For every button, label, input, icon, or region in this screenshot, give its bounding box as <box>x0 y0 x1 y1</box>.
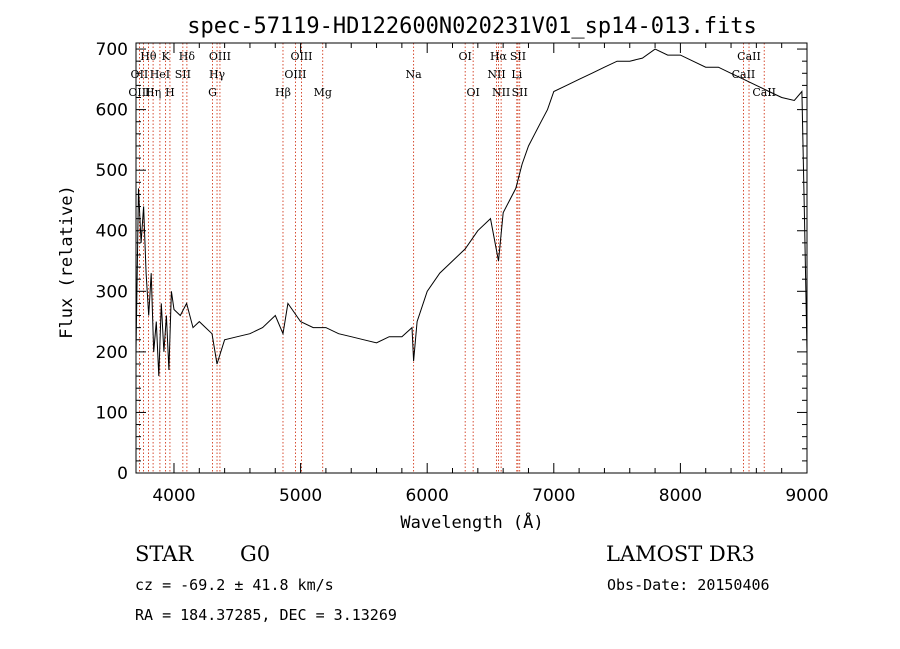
object-class: STAR <box>135 542 194 566</box>
x-tick-label: 6000 <box>406 486 449 506</box>
y-tick-label: 200 <box>96 343 128 363</box>
spectral-line-label: OIII <box>128 86 150 99</box>
x-tick-label: 4000 <box>152 486 195 506</box>
spectral-line-label: Hη <box>145 86 161 99</box>
spectral-line-label: CaII <box>732 68 756 81</box>
spectral-subclass: G0 <box>240 542 270 566</box>
y-tick-label: 300 <box>96 282 128 302</box>
x-tick-label: 9000 <box>785 486 828 506</box>
spectral-line-label: Hθ <box>140 50 157 63</box>
spectral-line-label: OIII <box>290 50 312 63</box>
spectrum-series-line <box>135 48 808 377</box>
spectral-marker-lines <box>139 43 765 473</box>
spectral-line-label: Li <box>511 68 522 81</box>
spectral-line-label: Hα <box>490 50 508 63</box>
spectral-line-label: OI <box>458 50 471 63</box>
spectral-line-label: Hβ <box>275 86 291 99</box>
spectral-line-label: K <box>162 50 171 63</box>
y-tick-label: 100 <box>96 403 128 423</box>
y-tick-label: 600 <box>96 101 128 121</box>
spectral-line-label: H <box>165 86 175 99</box>
spectral-line-label: Mg <box>314 86 332 99</box>
observation-date: Obs-Date: 20150406 <box>607 576 770 594</box>
spectral-line-label: HeI <box>150 68 170 81</box>
spectral-line-label: G <box>208 86 217 99</box>
spectral-line-label: NII <box>492 86 510 99</box>
spectral-line-label: OII <box>131 68 149 81</box>
x-axis-ticks: 4000 5000 6000 7000 8000 9000 <box>152 43 829 506</box>
x-tick-label: 8000 <box>659 486 702 506</box>
plot-frame <box>135 42 808 474</box>
spectral-line-label: CaII <box>737 50 761 63</box>
spectral-line-label: Hγ <box>209 68 226 81</box>
spectral-line-label: OI <box>466 86 479 99</box>
redshift-text: cz = -69.2 ± 41.8 km/s <box>135 576 334 594</box>
y-tick-label: 0 <box>117 464 128 484</box>
y-tick-label: 500 <box>96 161 128 181</box>
spectral-line-label: OIII <box>209 50 231 63</box>
y-axis-ticks: 0 100 200 300 400 500 600 700 <box>96 40 807 484</box>
y-tick-label: 700 <box>96 40 128 60</box>
spectral-line-label: SII <box>510 50 526 63</box>
chart-title: spec-57119-HD122600N020231V01_sp14-013.f… <box>187 14 757 39</box>
spectral-line-label: NII <box>487 68 505 81</box>
spectral-line-label: SII <box>512 86 528 99</box>
spectral-line-label: CaII <box>752 86 776 99</box>
spectral-line-label: Hδ <box>179 50 196 63</box>
survey-name: LAMOST DR3 <box>606 542 755 566</box>
spectral-line-label: OIII <box>284 68 306 81</box>
y-tick-label: 400 <box>96 222 128 242</box>
x-tick-label: 5000 <box>279 486 322 506</box>
x-tick-label: 7000 <box>532 486 575 506</box>
spectral-line-label: SII <box>175 68 191 81</box>
x-axis-label: Wavelength (Å) <box>400 511 543 533</box>
y-axis-label: Flux (relative) <box>57 185 77 339</box>
spectral-line-label: Na <box>406 68 423 81</box>
coordinates-text: RA = 184.37285, DEC = 3.13269 <box>135 606 397 624</box>
